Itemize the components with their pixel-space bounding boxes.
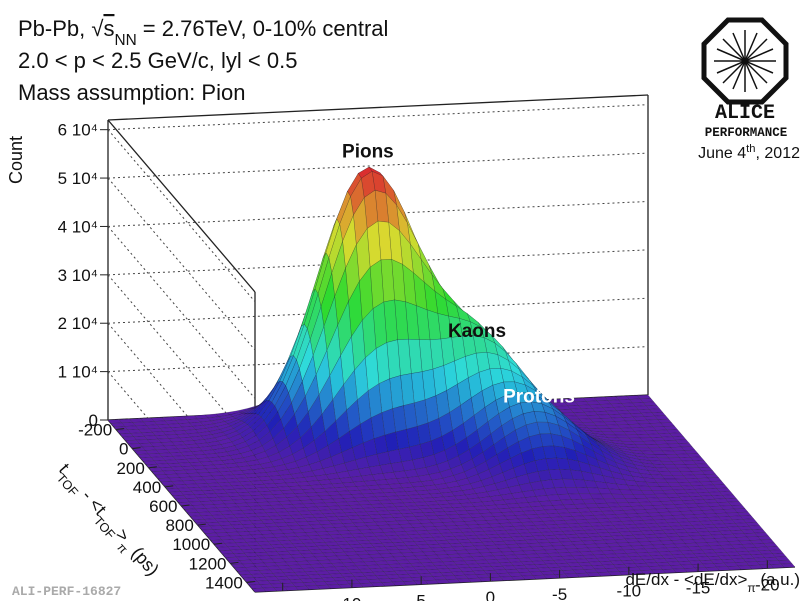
text-part: π <box>747 581 755 595</box>
text-part: (a.u.) <box>756 570 800 589</box>
y-tick-label: 0 <box>119 440 128 459</box>
tick-mark <box>197 523 206 526</box>
z-tick-label: 0 <box>89 411 98 430</box>
footer: ALI-PERF-16827 <box>12 584 121 599</box>
x-tick-label: -15 <box>686 578 711 597</box>
tick-mark <box>246 580 255 583</box>
alice-logo: ALICE PERFORMANCE <box>701 17 789 140</box>
y-tick-label: 600 <box>149 497 177 516</box>
frame-edge <box>107 119 256 293</box>
z-tick-label: 6 10⁴ <box>58 121 98 140</box>
tick-mark <box>148 466 157 469</box>
tick-mark <box>230 561 239 564</box>
y-tick-label: 1000 <box>172 535 210 554</box>
y-tick-label: 400 <box>133 478 161 497</box>
tick-mark <box>132 447 141 450</box>
text-part: 2.0 < p < 2.5 GeV/c, lyl < 0.5 <box>18 48 297 73</box>
title-line: Mass assumption: Pion <box>18 80 245 105</box>
frame-edge <box>107 94 649 121</box>
surface <box>107 166 796 593</box>
z-tick-label: 4 10⁴ <box>58 217 98 236</box>
peak-label: Kaons <box>448 321 506 342</box>
x-tick-label: -5 <box>552 585 567 601</box>
tick-mark <box>214 542 223 545</box>
logo-name: ALICE <box>715 102 775 125</box>
grid-line <box>107 104 649 131</box>
text-part: Mass assumption: Pion <box>18 80 245 105</box>
text-part: th <box>746 143 755 155</box>
title-line: Pb-Pb, √sNN = 2.76TeV, 0-10% central <box>18 16 388 49</box>
x-tick-label: 0 <box>486 588 495 601</box>
y-tick-label: 1400 <box>205 573 243 592</box>
text-part: Pb-Pb, √ <box>18 16 104 41</box>
grid-line <box>107 129 256 303</box>
text-part: s <box>103 16 114 41</box>
tick-mark <box>165 485 174 488</box>
y-tick-label: 1200 <box>189 554 227 573</box>
grid-line <box>107 226 256 399</box>
x-tick-label: -20 <box>755 575 780 594</box>
surface-cell <box>251 587 267 593</box>
tick-mark <box>181 504 190 507</box>
y-tick-label: 200 <box>116 459 144 478</box>
title-line: 2.0 < p < 2.5 GeV/c, lyl < 0.5 <box>18 48 297 73</box>
logo-tag: PERFORMANCE <box>705 126 788 140</box>
grid-line <box>107 177 256 351</box>
peak-label: Pions <box>342 142 394 163</box>
x-tick-label: 15 <box>273 598 292 601</box>
y-tick-label: -200 <box>78 421 112 440</box>
date: June 4th, 2012 <box>698 143 800 162</box>
z-tick-label: 2 10⁴ <box>58 314 98 333</box>
peak-label: Protons <box>503 386 575 407</box>
z-tick-label: 5 10⁴ <box>58 169 98 188</box>
logo-rays <box>714 30 776 92</box>
x-axis-label: dE/dx - <dE/dx>π (a.u.) <box>625 570 800 595</box>
x-tick-label: 10 <box>342 595 361 601</box>
x-tick-label: 5 <box>416 591 425 601</box>
z-tick-label: 3 10⁴ <box>58 266 98 285</box>
z-tick-label: 1 10⁴ <box>58 363 98 382</box>
grid-line <box>107 152 649 179</box>
z-axis-label: Count <box>6 136 26 184</box>
text-part: , 2012 <box>756 145 801 162</box>
text-part: NN <box>114 32 136 49</box>
text-part: = 2.76TeV, 0-10% central <box>137 16 389 41</box>
text-part: - <t <box>75 482 111 519</box>
text-part: dE/dx - <dE/dx> <box>625 570 747 589</box>
tick-mark <box>116 428 125 431</box>
y-tick-label: 800 <box>165 516 193 535</box>
x-tick-label: -10 <box>617 582 642 601</box>
text-part: June 4 <box>698 145 746 162</box>
text-part: (ps) <box>124 539 163 579</box>
